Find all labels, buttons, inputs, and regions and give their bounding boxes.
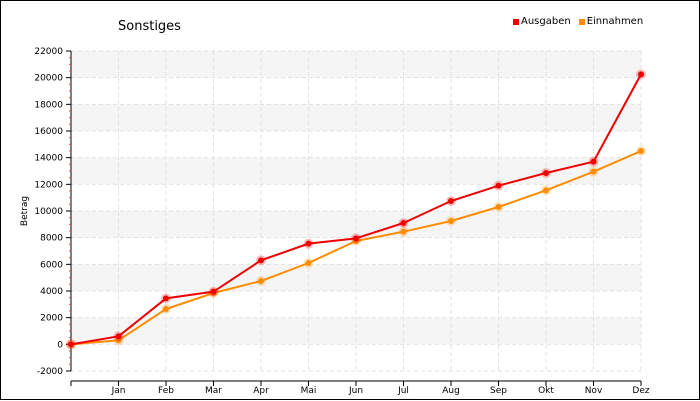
x-tick-label: Feb: [158, 386, 174, 396]
x-tick-label: Mar: [205, 386, 222, 396]
data-point-ausgaben: [258, 257, 264, 264]
x-tick-label: Jun: [348, 386, 363, 396]
data-point-ausgaben: [210, 288, 217, 295]
data-point-ausgaben: [163, 295, 169, 302]
chart-legend: Ausgaben Einnahmen: [513, 16, 643, 27]
data-point-einnahmen: [543, 187, 549, 194]
y-tick-label: 16000: [34, 127, 63, 137]
x-tick-label: Jan: [111, 386, 126, 396]
y-tick-label: 2000: [40, 314, 63, 324]
data-point-einnahmen: [163, 306, 169, 312]
data-point-einnahmen: [400, 228, 407, 235]
y-tick-label: 12000: [34, 180, 63, 190]
x-tick-label: Apr: [253, 386, 269, 396]
data-point-ausgaben: [543, 170, 549, 176]
x-tick-label: Jul: [397, 386, 409, 396]
data-point-einnahmen: [638, 148, 644, 154]
data-point-einnahmen: [495, 204, 502, 210]
x-tick-label: Okt: [538, 386, 554, 396]
chart-title: Sonstiges: [118, 19, 181, 34]
x-tick-label: Dez: [632, 386, 649, 396]
y-tick-label: 4000: [40, 287, 63, 297]
x-tick-label: Sep: [490, 386, 507, 396]
data-point-einnahmen: [258, 278, 264, 284]
legend-swatch-ausgaben: [513, 18, 519, 25]
y-tick-label: 20000: [34, 74, 63, 84]
y-tick-label: 0: [57, 340, 63, 350]
data-point-ausgaben: [115, 333, 122, 340]
legend-label-einnahmen: Einnahmen: [586, 16, 644, 27]
y-tick-label: 8000: [40, 234, 63, 244]
y-tick-label: 18000: [34, 100, 63, 110]
data-point-ausgaben: [68, 341, 74, 348]
data-point-einnahmen: [448, 218, 454, 224]
legend-label-ausgaben: Ausgaben: [521, 16, 571, 27]
data-point-ausgaben: [495, 182, 502, 189]
legend-item-ausgaben: Ausgaben: [513, 16, 571, 27]
x-tick-label: Aug: [442, 386, 460, 396]
y-axis-title: Betrag: [20, 196, 30, 226]
data-point-ausgaben: [400, 220, 407, 226]
data-point-ausgaben: [638, 71, 644, 78]
y-tick-label: -2000: [37, 367, 63, 377]
data-point-ausgaben: [448, 198, 454, 204]
data-point-einnahmen: [590, 168, 597, 175]
y-tick-label: 22000: [34, 47, 63, 57]
data-point-ausgaben: [353, 235, 359, 242]
x-tick-label: Mai: [301, 386, 317, 396]
y-tick-label: 6000: [40, 260, 63, 270]
y-tick-label: 14000: [34, 154, 63, 164]
x-tick-label: Nov: [585, 386, 603, 396]
legend-swatch-einnahmen: [578, 18, 585, 25]
data-point-einnahmen: [305, 260, 312, 266]
data-point-ausgaben: [305, 240, 312, 247]
legend-item-einnahmen: Einnahmen: [578, 16, 644, 27]
y-tick-label: 10000: [34, 207, 63, 217]
data-point-ausgaben: [590, 158, 597, 165]
